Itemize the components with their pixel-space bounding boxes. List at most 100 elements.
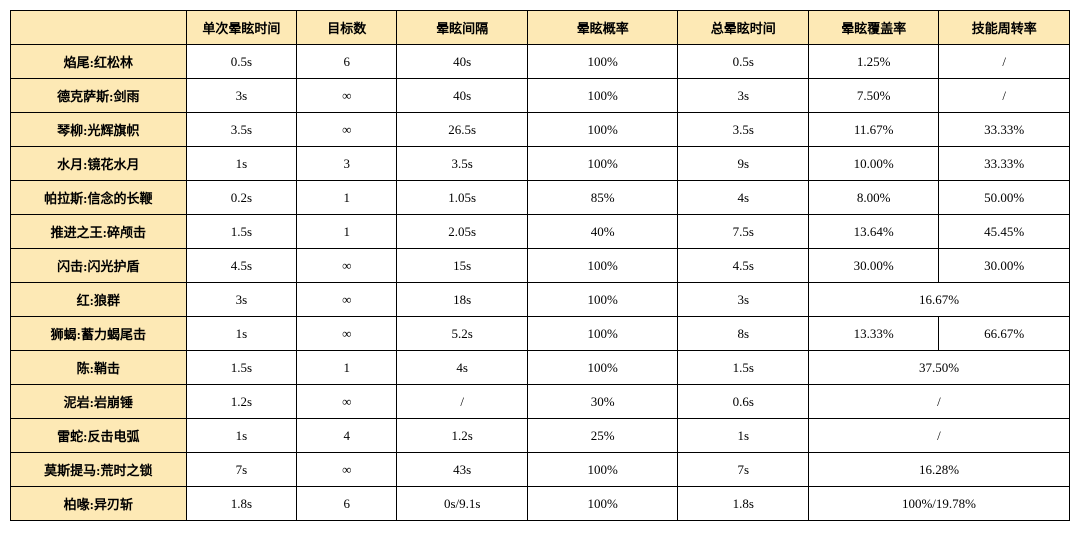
table-cell-merged: 16.67%	[808, 283, 1069, 317]
table-cell: 30.00%	[808, 249, 938, 283]
table-cell: 2.05s	[397, 215, 527, 249]
table-cell: 1.25%	[808, 45, 938, 79]
table-cell: 4.5s	[678, 249, 808, 283]
table-cell: 4s	[397, 351, 527, 385]
table-cell: 3.5s	[186, 113, 296, 147]
table-cell: /	[939, 45, 1070, 79]
table-cell: 1.2s	[397, 419, 527, 453]
table-cell: 40%	[527, 215, 678, 249]
table-cell: 4s	[678, 181, 808, 215]
row-header: 红:狼群	[11, 283, 187, 317]
table-cell: 7.5s	[678, 215, 808, 249]
table-cell: 1	[297, 351, 397, 385]
table-row: 莫斯提马:荒时之锁7s∞43s100%7s16.28%	[11, 453, 1070, 487]
table-cell: 100%	[527, 45, 678, 79]
table-cell: 33.33%	[939, 113, 1070, 147]
table-cell: 43s	[397, 453, 527, 487]
table-cell: 0.2s	[186, 181, 296, 215]
table-cell: 1.5s	[186, 215, 296, 249]
table-cell: ∞	[297, 113, 397, 147]
table-cell: 9s	[678, 147, 808, 181]
table-cell: 4	[297, 419, 397, 453]
table-cell: 100%	[527, 79, 678, 113]
row-header: 雷蛇:反击电弧	[11, 419, 187, 453]
table-cell: 0.5s	[186, 45, 296, 79]
table-cell: 1s	[678, 419, 808, 453]
table-cell: 1	[297, 215, 397, 249]
table-cell: 30.00%	[939, 249, 1070, 283]
table-cell: 13.64%	[808, 215, 938, 249]
table-cell: 1s	[186, 317, 296, 351]
table-row: 雷蛇:反击电弧1s41.2s25%1s/	[11, 419, 1070, 453]
col-header: 总晕眩时间	[678, 11, 808, 45]
table-cell: 1.05s	[397, 181, 527, 215]
table-cell: 100%	[527, 487, 678, 521]
table-cell: 100%	[527, 453, 678, 487]
col-header: 目标数	[297, 11, 397, 45]
col-header: 单次晕眩时间	[186, 11, 296, 45]
table-cell: 85%	[527, 181, 678, 215]
table-row: 泥岩:岩崩锤1.2s∞/30%0.6s/	[11, 385, 1070, 419]
col-header: 晕眩间隔	[397, 11, 527, 45]
table-row: 陈:鞘击1.5s14s100%1.5s37.50%	[11, 351, 1070, 385]
table-cell: 100%	[527, 113, 678, 147]
table-cell: 33.33%	[939, 147, 1070, 181]
row-header: 柏喙:异刃斩	[11, 487, 187, 521]
table-cell: 4.5s	[186, 249, 296, 283]
row-header: 闪击:闪光护盾	[11, 249, 187, 283]
table-row: 帕拉斯:信念的长鞭0.2s11.05s85%4s8.00%50.00%	[11, 181, 1070, 215]
row-header: 狮蝎:蓄力蝎尾击	[11, 317, 187, 351]
table-cell: 3s	[186, 79, 296, 113]
table-cell: 5.2s	[397, 317, 527, 351]
table-cell: 1s	[186, 147, 296, 181]
table-cell: 26.5s	[397, 113, 527, 147]
table-cell-merged: 37.50%	[808, 351, 1069, 385]
table-cell: 100%	[527, 283, 678, 317]
table-cell: /	[939, 79, 1070, 113]
table-cell: 1.2s	[186, 385, 296, 419]
table-cell: ∞	[297, 79, 397, 113]
table-cell-merged: 100%/19.78%	[808, 487, 1069, 521]
stun-stats-table: 单次晕眩时间 目标数 晕眩间隔 晕眩概率 总晕眩时间 晕眩覆盖率 技能周转率 焰…	[10, 10, 1070, 521]
table-cell: 100%	[527, 249, 678, 283]
table-cell-merged: 16.28%	[808, 453, 1069, 487]
table-row: 推进之王:碎颅击1.5s12.05s40%7.5s13.64%45.45%	[11, 215, 1070, 249]
col-header	[11, 11, 187, 45]
row-header: 水月:镜花水月	[11, 147, 187, 181]
row-header: 德克萨斯:剑雨	[11, 79, 187, 113]
table-cell: 1s	[186, 419, 296, 453]
table-cell: 3.5s	[397, 147, 527, 181]
col-header: 晕眩概率	[527, 11, 678, 45]
row-header: 陈:鞘击	[11, 351, 187, 385]
table-cell: 3s	[678, 79, 808, 113]
table-cell: 3.5s	[678, 113, 808, 147]
table-cell: 3s	[678, 283, 808, 317]
table-cell: 1.5s	[186, 351, 296, 385]
table-cell: 40s	[397, 45, 527, 79]
table-cell: /	[397, 385, 527, 419]
table-cell: 7s	[678, 453, 808, 487]
table-cell: 100%	[527, 317, 678, 351]
table-cell: 13.33%	[808, 317, 938, 351]
table-row: 焰尾:红松林0.5s640s100%0.5s1.25%/	[11, 45, 1070, 79]
table-cell: 15s	[397, 249, 527, 283]
row-header: 莫斯提马:荒时之锁	[11, 453, 187, 487]
row-header: 泥岩:岩崩锤	[11, 385, 187, 419]
table-cell-merged: /	[808, 385, 1069, 419]
table-cell: 30%	[527, 385, 678, 419]
table-row: 琴柳:光辉旗帜3.5s∞26.5s100%3.5s11.67%33.33%	[11, 113, 1070, 147]
table-cell: ∞	[297, 453, 397, 487]
table-cell: 7s	[186, 453, 296, 487]
table-cell: 25%	[527, 419, 678, 453]
table-row: 水月:镜花水月1s33.5s100%9s10.00%33.33%	[11, 147, 1070, 181]
table-cell: 0.5s	[678, 45, 808, 79]
table-cell: 1.8s	[186, 487, 296, 521]
table-cell: ∞	[297, 249, 397, 283]
table-cell: 7.50%	[808, 79, 938, 113]
table-cell: 0.6s	[678, 385, 808, 419]
table-cell: 1	[297, 181, 397, 215]
table-cell: 3s	[186, 283, 296, 317]
table-cell: 40s	[397, 79, 527, 113]
table-cell: 8.00%	[808, 181, 938, 215]
table-cell: 0s/9.1s	[397, 487, 527, 521]
